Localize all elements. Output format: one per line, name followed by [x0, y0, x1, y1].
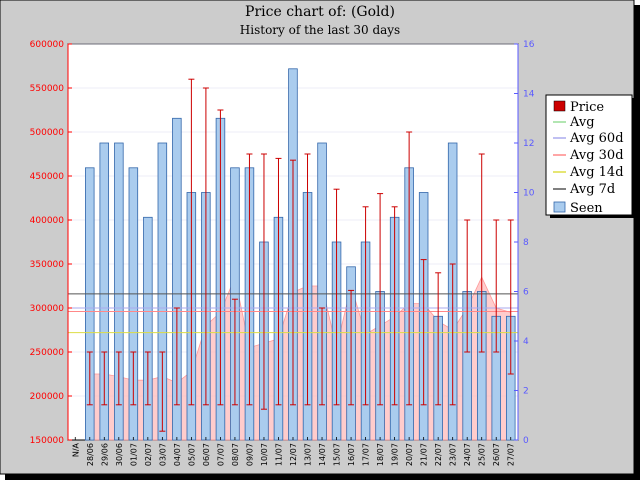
right-tick-label-10: 10: [523, 189, 535, 199]
chart-subtitle: History of the last 30 days: [240, 23, 400, 37]
right-tick-label-2: 2: [523, 387, 529, 397]
right-tick-label-6: 6: [523, 288, 529, 298]
x-tick-label-05/07: 05/07: [187, 443, 196, 466]
x-tick-label-23/07: 23/07: [449, 443, 458, 466]
x-tick-label-27/07: 27/07: [507, 443, 516, 466]
x-tick-label-07/07: 07/07: [216, 443, 225, 466]
right-tick-label-4: 4: [523, 337, 529, 347]
left-tick-label-250000: 250000: [30, 348, 65, 358]
x-tick-label-24/07: 24/07: [463, 443, 472, 466]
left-axis-ticks: 150000 200000 250000 300000 350000 400000 4500…: [30, 40, 72, 446]
left-tick-label-300000: 300000: [30, 304, 65, 314]
x-tick-label-20/07: 20/07: [405, 443, 414, 466]
x-tick-label-16/07: 16/07: [347, 443, 356, 466]
seen-bar-02/07: [143, 216, 153, 441]
x-tick-label-18/07: 18/07: [376, 443, 385, 466]
left-tick-label-150000: 150000: [30, 436, 65, 446]
x-tick-label-17/07: 17/07: [362, 443, 371, 466]
x-tick-label-22/07: 22/07: [434, 443, 443, 466]
legend-label-seen: Seen: [570, 201, 603, 216]
x-axis-ticks: N/A 28/06 29/06 30/06 01/07 02/07 03/07 04/07 05…: [71, 437, 516, 466]
x-tick-label-11/07: 11/07: [274, 443, 283, 466]
left-tick-label-350000: 350000: [30, 260, 65, 270]
seen-bar-04/07: [172, 117, 182, 441]
x-tick-label-04/07: 04/07: [173, 443, 182, 466]
x-tick-label-N/A: N/A: [71, 442, 80, 457]
legend-label-avg-14d: Avg 14d: [569, 165, 624, 180]
right-axis-ticks: 0 2 4 6 8 10 12 14 16: [514, 40, 535, 446]
legend-swatch-price: [553, 100, 566, 112]
left-tick-label-400000: 400000: [30, 216, 65, 226]
legend-swatch-seen: [553, 201, 566, 213]
x-tick-label-29/06: 29/06: [100, 443, 109, 466]
x-tick-label-28/06: 28/06: [86, 443, 95, 466]
right-tick-label-0: 0: [523, 436, 529, 446]
legend-label-avg-7d: Avg 7d: [569, 182, 615, 197]
x-tick-label-01/07: 01/07: [129, 443, 138, 466]
price-range-layer: [86, 78, 514, 432]
legend-label-avg-60d: Avg 60d: [569, 131, 624, 146]
chart-shadow-bottom: [5, 474, 640, 480]
x-tick-label-13/07: 13/07: [304, 443, 313, 466]
left-tick-label-600000: 600000: [30, 40, 65, 50]
x-tick-label-26/07: 26/07: [492, 443, 501, 466]
x-tick-label-15/07: 15/07: [333, 443, 342, 466]
legend: Price Avg Avg 60d Avg 30d Avg 14d Avg 7d…: [545, 94, 636, 218]
legend-label-avg: Avg: [569, 115, 595, 130]
left-tick-label-450000: 450000: [30, 172, 65, 182]
seen-bar-28/06: [85, 167, 95, 441]
x-tick-label-14/07: 14/07: [318, 443, 327, 466]
x-tick-label-12/07: 12/07: [289, 443, 298, 466]
right-tick-label-12: 12: [523, 139, 534, 149]
chart-title: Price chart of: (Gold): [245, 4, 395, 20]
x-tick-label-30/06: 30/06: [115, 443, 124, 466]
legend-label-avg-30d: Avg 30d: [569, 148, 624, 163]
left-tick-label-550000: 550000: [30, 84, 65, 94]
x-tick-label-03/07: 03/07: [158, 443, 167, 466]
x-tick-label-02/07: 02/07: [144, 443, 153, 466]
right-tick-label-14: 14: [523, 90, 535, 100]
x-tick-label-21/07: 21/07: [420, 443, 429, 466]
x-tick-label-10/07: 10/07: [260, 443, 269, 466]
legend-label-price: Price: [570, 100, 604, 115]
x-tick-label-08/07: 08/07: [231, 443, 240, 466]
x-tick-label-06/07: 06/07: [202, 443, 211, 466]
x-tick-label-09/07: 09/07: [245, 443, 254, 466]
right-tick-label-8: 8: [523, 238, 529, 248]
seen-bar-01/07: [128, 167, 139, 441]
chart-shadow-right: [634, 5, 640, 480]
right-tick-label-16: 16: [523, 40, 535, 50]
left-tick-label-200000: 200000: [30, 392, 65, 402]
x-tick-label-19/07: 19/07: [391, 443, 400, 466]
left-tick-label-500000: 500000: [30, 128, 65, 138]
x-tick-label-25/07: 25/07: [478, 443, 487, 466]
